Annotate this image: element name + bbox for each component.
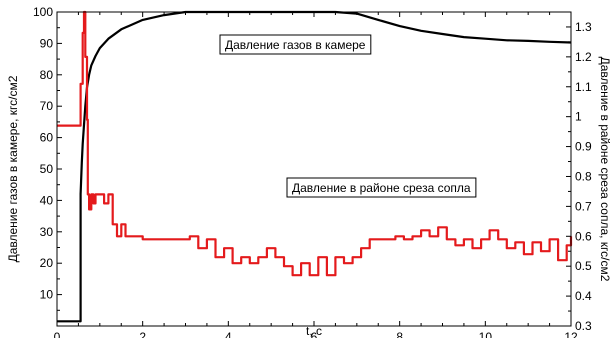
left-y-tick-label: 80 [40,68,54,82]
left-y-tick-label: 20 [40,256,54,270]
right-y-tick-label: 1.1 [575,80,592,94]
right-y-tick-label: 1 [575,110,582,124]
left-y-tick-label: 70 [40,99,54,113]
x-tick-label: 4 [225,330,232,338]
left-y-tick-label: 30 [40,225,54,239]
x-tick-label: 8 [396,330,403,338]
nozzle-annotation-text: Давление в районе среза сопла [292,181,471,195]
left-y-tick-label: 50 [40,162,54,176]
x-tick-label: 2 [139,330,146,338]
right-y-tick-label: 0.9 [575,140,592,154]
x-tick-label: 6 [311,330,318,338]
chamber-annotation-box [219,34,372,55]
right-y-tick-label: 0.7 [575,199,592,213]
nozzle-annotation-box [286,177,477,198]
right-y-axis-title: Давление в районе среза сопла, кгс/см2 [598,57,611,282]
right-y-tick-label: 0.5 [575,259,592,273]
x-tick-label: 10 [479,330,493,338]
right-y-tick-label: 1.3 [575,20,592,34]
right-y-tick-label: 0.8 [575,169,592,183]
x-tick-label: 0 [54,330,61,338]
chamber-annotation: Давление газов в камере [219,34,372,55]
right-y-tick-label: 0.6 [575,229,592,243]
right-y-tick-label: 0.3 [575,319,592,333]
left-y-tick-label: 40 [40,193,54,207]
left-y-tick-label: 10 [40,288,54,302]
x-axis-title: t, c [306,324,322,338]
left-y-tick-label: 100 [33,5,53,19]
right-y-tick-label: 0.4 [575,289,592,303]
left-y-tick-label: 90 [40,36,54,50]
chamber-annotation-text: Давление газов в камере [225,38,366,52]
left-y-axis-title: Давление газов в камере, кгс/см2 [6,75,20,262]
nozzle-annotation: Давление в районе среза сопла [286,177,477,198]
right-y-tick-label: 1.2 [575,50,592,64]
axes-layer: 0 2 4 6 8 10 12 10 20 30 40 50 60 70 80 90 100 0.3 0.4 0.5 0… [33,5,592,338]
x-tick-label: 12 [564,330,578,338]
series-line-nozzle [57,10,573,277]
left-y-tick-label: 60 [40,131,54,145]
